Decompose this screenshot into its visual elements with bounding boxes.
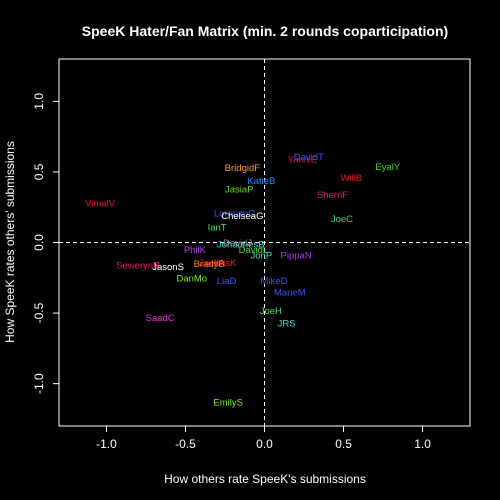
point-label: IanT — [208, 222, 227, 233]
point-label: EyalY — [375, 162, 400, 173]
reference-lines — [59, 59, 470, 426]
x-axis-ticks: -1.0 -0.5 0.0 0.5 1.0 — [96, 426, 431, 451]
point-label: JRS — [278, 318, 296, 329]
point-label: KatieB — [247, 176, 275, 187]
y-tick-label: 0.0 — [32, 234, 46, 251]
x-tick-label: -0.5 — [175, 437, 196, 451]
point-label: ChelseaG — [221, 211, 263, 222]
point-label: JoeC — [331, 214, 353, 225]
point-label: SherriF — [317, 190, 348, 201]
x-tick-label: 0.0 — [256, 437, 273, 451]
point-label: JackA — [199, 258, 226, 269]
point-label: JoeH — [260, 306, 282, 317]
x-axis-label: How others rate SpeeK's submissions — [164, 472, 366, 486]
point-label: JonP — [251, 251, 273, 262]
point-label: LorenzoC — [214, 208, 255, 219]
point-label: PippaN — [281, 251, 312, 262]
point-label: MarieM — [274, 287, 306, 298]
point-label: JasonS — [152, 262, 184, 273]
y-tick-label: 0.5 — [32, 163, 46, 180]
point-label: BridgidF — [225, 163, 261, 174]
point-label: VimalV — [85, 198, 116, 209]
y-tick-label: -1.0 — [32, 373, 46, 394]
point-label: JasiaP — [225, 184, 254, 195]
x-tick-label: 1.0 — [414, 437, 431, 451]
point-label: DavidL — [239, 245, 269, 256]
point-label: PhilK — [184, 245, 207, 256]
y-axis-ticks: -1.0 -0.5 0.0 0.5 1.0 — [32, 93, 59, 394]
point-label: MikeD — [261, 276, 288, 287]
point-label: JohannesB — [217, 239, 265, 250]
y-axis-label: How SpeeK rates others' submissions — [3, 141, 17, 343]
point-label: EmilyS — [213, 398, 243, 409]
point-label: BradyB — [194, 259, 225, 270]
point-label: SaadC — [146, 313, 175, 324]
chart-title: SpeeK Hater/Fan Matrix (min. 2 rounds co… — [82, 23, 448, 39]
x-tick-label: 0.5 — [335, 437, 352, 451]
x-tick-label: -1.0 — [96, 437, 117, 451]
point-label: DavidJ — [223, 238, 252, 249]
point-label: DanMo — [176, 273, 207, 284]
point-label: YanivE — [288, 155, 317, 166]
y-tick-label: 1.0 — [32, 93, 46, 110]
point-label: DavidT — [294, 152, 324, 163]
point-label: KrisK — [214, 258, 237, 269]
point-label: SewerynR — [116, 261, 160, 272]
point-label: LiaD — [217, 276, 237, 287]
point-label: WillB — [341, 173, 363, 184]
y-tick-label: -0.5 — [32, 302, 46, 323]
